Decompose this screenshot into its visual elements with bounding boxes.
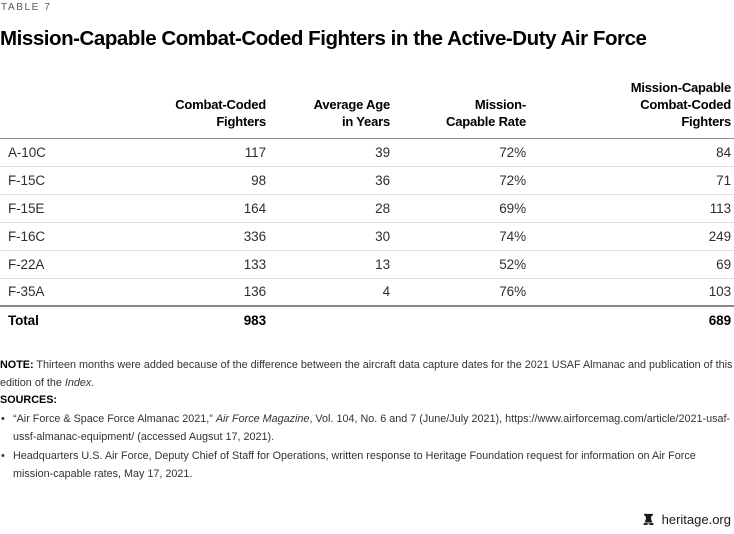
total-combat-coded-cell: 983 — [243, 313, 266, 329]
combat-coded-cell: 117 — [96, 138, 266, 167]
mc-fighters-cell: 69 — [526, 250, 734, 279]
mc-rate-cell: 72% — [390, 138, 526, 167]
total-mc-rate-cell — [390, 306, 526, 334]
source-url-link[interactable]: article/2021-usaf-ussf-almanac-equipment… — [13, 413, 731, 443]
aircraft-name-cell: A-10C — [0, 138, 96, 167]
avg-age-cell: 28 — [266, 194, 390, 223]
column-header-mc-combat-coded: Mission-Capable Combat-Coded Fighters — [526, 79, 734, 139]
combat-coded-cell: 336 — [96, 222, 266, 251]
table-row: F-15E 164 28 69% 113 — [0, 194, 734, 223]
source-text: “Air Force & Space Force Almanac 2021,” — [13, 413, 216, 426]
mc-fighters-cell: 71 — [526, 166, 734, 195]
mc-rate-cell: 72% — [390, 166, 526, 195]
avg-age-cell: 13 — [266, 250, 390, 279]
mc-rate-cell: 74% — [390, 222, 526, 251]
column-header-combat-coded: Combat-Coded Fighters — [96, 79, 266, 139]
table-row: F-15C 98 36 72% 71 — [0, 166, 734, 195]
combat-coded-cell: 98 — [96, 166, 266, 195]
avg-age-cell: 4 — [266, 278, 390, 308]
combat-coded-cell: 133 — [96, 250, 266, 279]
aircraft-name-cell: F-22A — [0, 250, 96, 279]
liberty-bell-icon — [641, 513, 656, 527]
combat-coded-cell: 164 — [96, 194, 266, 223]
total-mc-fighters-cell: 689 — [708, 313, 731, 329]
aircraft-name-cell: F-16C — [0, 222, 96, 251]
heritage-site-link[interactable]: heritage.org — [661, 512, 731, 527]
table-row: F-16C 336 30 74% 249 — [0, 222, 734, 251]
total-label-cell: Total — [8, 313, 39, 329]
mc-fighters-cell: 84 — [526, 138, 734, 167]
avg-age-cell: 36 — [266, 166, 390, 195]
table-title: Mission-Capable Combat-Coded Fighters in… — [0, 27, 647, 50]
sources-list: “Air Force & Space Force Almanac 2021,” … — [0, 411, 734, 483]
avg-age-cell: 30 — [266, 222, 390, 251]
mc-rate-cell: 76% — [390, 278, 526, 308]
aircraft-name-cell: F-15C — [0, 166, 96, 195]
source-item: Headquarters U.S. Air Force, Deputy Chie… — [0, 448, 734, 483]
notes-section: NOTE: Thirteen months were added because… — [0, 357, 734, 483]
table-row: F-35A 136 4 76% 103 — [0, 278, 734, 308]
sources-label: SOURCES: — [0, 393, 57, 406]
avg-age-cell: 39 — [266, 138, 390, 167]
source-publication: Air Force Magazine — [215, 413, 310, 426]
mc-fighters-cell: 113 — [526, 194, 734, 223]
note-italic-title: Index — [64, 376, 92, 389]
table-row: F-22A 133 13 52% 69 — [0, 250, 734, 279]
mc-rate-cell: 69% — [390, 194, 526, 223]
table-total-row: Total 983 689 — [0, 306, 734, 334]
column-header-average-age: Average Age in Years — [266, 79, 390, 139]
note-text: Thirteen months were added because of th… — [0, 359, 733, 389]
mc-fighters-cell: 103 — [526, 278, 734, 308]
aircraft-name-cell: F-15E — [0, 194, 96, 223]
source-url-link[interactable]: https://www.airforcemag.com/ — [505, 413, 647, 426]
combat-coded-cell: 136 — [96, 278, 266, 308]
fighters-table: Combat-Coded Fighters Average Age in Yea… — [0, 79, 734, 334]
heritage-footer: heritage.org — [641, 512, 731, 527]
note-paragraph: NOTE: Thirteen months were added because… — [0, 357, 734, 392]
aircraft-name-cell: F-35A — [0, 278, 96, 308]
mc-fighters-cell: 249 — [526, 222, 734, 251]
source-text: (accessed Augsut 17, 2021). — [134, 430, 275, 443]
table-number-label: TABLE 7 — [1, 2, 52, 13]
source-text: Headquarters U.S. Air Force, Deputy Chie… — [13, 450, 696, 480]
source-text: , Vol. 104, No. 6 and 7 (June/July 2021)… — [309, 413, 506, 426]
table-header: Combat-Coded Fighters Average Age in Yea… — [0, 79, 734, 139]
note-label: NOTE: — [0, 359, 34, 372]
table-row: A-10C 117 39 72% 84 — [0, 138, 734, 167]
total-avg-age-cell — [266, 306, 390, 334]
mc-rate-cell: 52% — [390, 250, 526, 279]
source-item: “Air Force & Space Force Almanac 2021,” … — [0, 411, 734, 446]
note-text-end: . — [91, 376, 95, 389]
column-header-mission-capable-rate: Mission- Capable Rate — [390, 79, 526, 139]
column-header-aircraft — [0, 79, 96, 139]
